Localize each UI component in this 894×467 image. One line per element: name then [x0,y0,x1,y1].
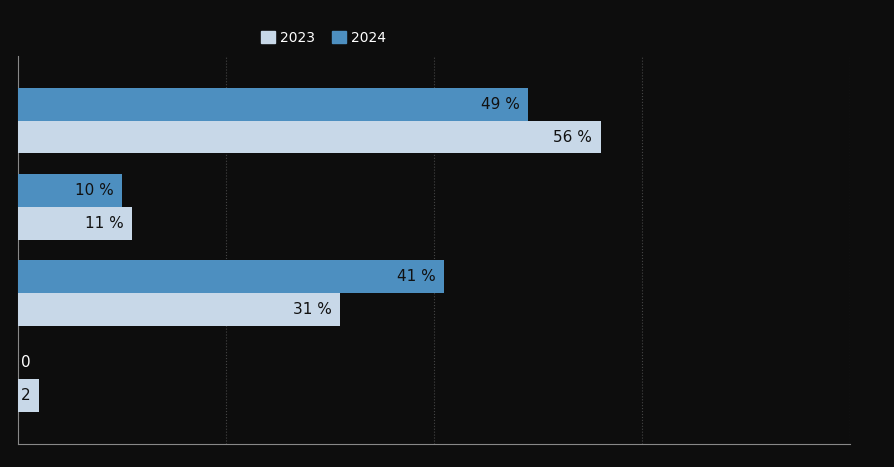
Text: 56 %: 56 % [552,129,592,144]
Bar [18,293,340,325]
Text: 0: 0 [21,355,30,370]
Text: 41 %: 41 % [397,269,435,284]
Text: 2: 2 [21,388,30,403]
Text: 31 %: 31 % [293,302,332,317]
Text: 10 %: 10 % [75,183,114,198]
Bar [18,120,600,153]
Bar [18,379,38,412]
Text: 11 %: 11 % [85,216,124,231]
Legend: 2023, 2024: 2023, 2024 [257,28,389,48]
Bar [18,260,444,293]
Bar [18,207,132,240]
Bar [18,174,122,207]
Text: 49 %: 49 % [480,97,519,112]
Bar [18,88,527,120]
